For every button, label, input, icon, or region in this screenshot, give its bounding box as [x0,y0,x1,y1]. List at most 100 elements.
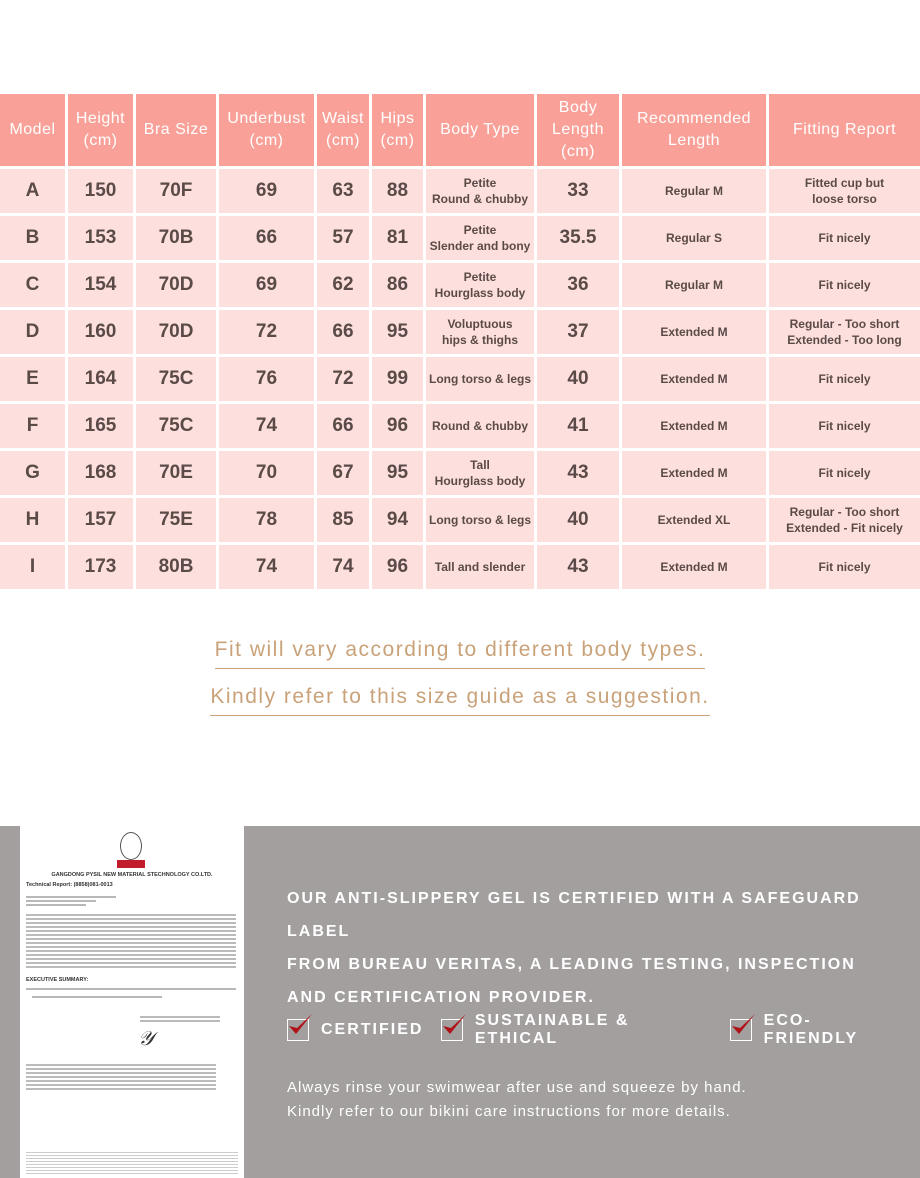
checkbox-check-icon [730,1014,756,1041]
column-header-text: Hips [380,110,415,127]
cell-text: Fitted cup but [804,176,885,190]
cell-height: 160 [68,310,133,354]
cell-text: Slender and bony [429,239,531,253]
cell-underbust: 69 [219,263,314,307]
column-header-text: (cm) [83,132,118,149]
cell-underbust: 66 [219,216,314,260]
cell-text: Hourglass body [434,286,526,300]
cell-hips: 95 [372,310,423,354]
cell-hips: 86 [372,263,423,307]
cell-body-type: Long torso & legs [426,498,534,542]
column-header: Hips (cm) [372,94,423,166]
cell-recommended: Extended XL [622,498,766,542]
table-row: C 154 70D 69 62 86 Petite Hourglass body 36 Regul… [0,263,920,307]
cell-body-type: Petite Round & chubby [426,169,534,213]
cell-text: Tall and slender [434,560,526,574]
claim-line: FROM BUREAU VERITAS, A LEADING TESTING, … [287,956,856,973]
column-header-text: Body [558,99,598,116]
cell-bra: 70D [136,310,216,354]
cell-height: 150 [68,169,133,213]
column-header: Underbust (cm) [219,94,314,166]
cell-waist: 63 [317,169,369,213]
cell-length: 40 [537,498,619,542]
cell-underbust: 78 [219,498,314,542]
cell-model: I [0,545,65,589]
cell-length: 41 [537,404,619,448]
column-header: Height (cm) [68,94,133,166]
cell-length: 33 [537,169,619,213]
cell-model: C [0,263,65,307]
cell-recommended: Extended M [622,404,766,448]
cell-bra: 70B [136,216,216,260]
cell-model: D [0,310,65,354]
cell-bra: 70E [136,451,216,495]
cell-hips: 96 [372,545,423,589]
badges: CERTIFIED SUSTAINABLE & ETHICAL ECO-FRIE… [287,1012,920,1048]
cell-bra: 70F [136,169,216,213]
cell-text: hips & thighs [442,333,518,347]
cell-report: Fit nicely [769,451,920,495]
badge-label: CERTIFIED [321,1021,424,1038]
cell-text: Fit nicely [818,372,871,386]
cell-text: Fit nicely [818,278,871,292]
cell-model: G [0,451,65,495]
cell-hips: 94 [372,498,423,542]
cell-text: Tall [470,458,490,472]
column-header-text: Bra Size [143,121,209,138]
cell-text: loose torso [812,192,877,206]
column-header-text: (cm) [561,143,595,160]
cell-model: A [0,169,65,213]
cell-height: 164 [68,357,133,401]
cell-recommended: Regular M [622,169,766,213]
cell-report: Fit nicely [769,545,920,589]
cell-height: 165 [68,404,133,448]
cell-waist: 85 [317,498,369,542]
certificate-document: GANGDONG PYSIL NEW MATERIAL STECHNOLOGY … [20,826,244,1178]
cell-height: 168 [68,451,133,495]
bureau-veritas-logo [117,860,145,868]
cell-hips: 99 [372,357,423,401]
cell-recommended: Regular M [622,263,766,307]
badge-label: ECO-FRIENDLY [763,1012,859,1047]
column-header: Waist (cm) [317,94,369,166]
cell-body-type: Round & chubby [426,404,534,448]
table-row: E 164 75C 76 72 99 Long torso & legs 40 Extended… [0,357,920,401]
size-table: Model Height (cm) Bra Size Underbust (cm) Wais… [0,91,920,592]
badge-certified: CERTIFIED [287,1012,423,1048]
column-header-text: Underbust [227,110,306,127]
cell-waist: 66 [317,404,369,448]
column-header-text: Waist [322,110,364,127]
cell-height: 153 [68,216,133,260]
cell-recommended: Extended M [622,451,766,495]
certification-section: GANGDONG PYSIL NEW MATERIAL STECHNOLOGY … [0,826,920,1178]
cell-body-type: Voluptuous hips & thighs [426,310,534,354]
bureau-veritas-seal-icon [120,832,142,860]
cell-underbust: 74 [219,404,314,448]
column-header-text: (cm) [249,132,284,149]
cell-waist: 62 [317,263,369,307]
cell-text: Round & chubby [432,192,528,206]
cell-text: Petite [463,176,497,190]
cell-report: Regular - Too short Extended - Too long [769,310,920,354]
table-row: B 153 70B 66 57 81 Petite Slender and bony 35.5 R… [0,216,920,260]
fit-note-text: Fit will vary according to different bod… [214,638,706,669]
column-header: Body Type [426,94,534,166]
cell-waist: 67 [317,451,369,495]
cell-body-type: Petite Slender and bony [426,216,534,260]
cell-height: 154 [68,263,133,307]
column-header-text: Model [9,121,56,138]
cell-height: 173 [68,545,133,589]
suggestion-note: Kindly refer to this size guide as a sug… [0,685,920,716]
cell-text: Long torso & legs [429,513,531,527]
table-row: I 173 80B 74 74 96 Tall and slender 43 Extended … [0,545,920,589]
cell-height: 157 [68,498,133,542]
signature: 𝒴 [138,1026,154,1050]
cell-underbust: 72 [219,310,314,354]
cell-report: Fit nicely [769,404,920,448]
certification-claim: OUR ANTI-SLIPPERY GEL IS CERTIFIED WITH … [287,882,920,1014]
badge-sustainable: SUSTAINABLE & ETHICAL [441,1012,712,1048]
cell-length: 35.5 [537,216,619,260]
cell-bra: 70D [136,263,216,307]
column-header-text: Fitting Report [792,121,897,138]
cell-recommended: Extended M [622,310,766,354]
